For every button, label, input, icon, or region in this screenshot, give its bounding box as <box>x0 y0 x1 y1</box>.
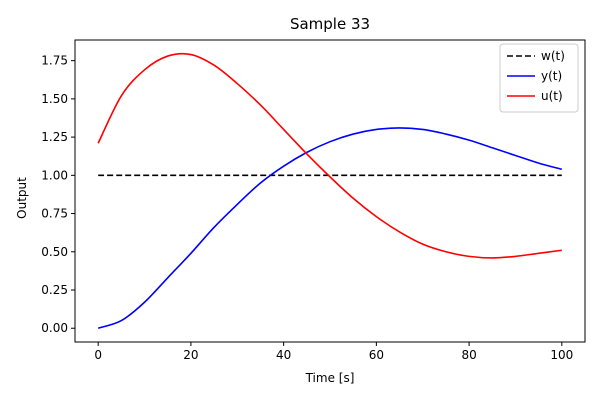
axes-frame <box>74 39 586 343</box>
y-tick-label: 0.00 <box>41 321 68 335</box>
x-axis-label: Time [s] <box>305 371 355 385</box>
y-tick-label: 0.50 <box>41 245 68 259</box>
legend-label-yt: y(t) <box>541 69 562 83</box>
y-tick-label: 1.00 <box>41 168 68 182</box>
x-tick-label: 80 <box>461 348 476 362</box>
legend-label-ut: u(t) <box>541 89 563 103</box>
x-tick-label: 0 <box>94 348 102 362</box>
legend-box <box>499 43 579 113</box>
plot-area <box>97 52 563 330</box>
x-tick-label: 20 <box>183 348 198 362</box>
x-tick-label: 40 <box>276 348 291 362</box>
y-tick-label: 1.25 <box>41 130 68 144</box>
series-line-yt <box>97 127 563 330</box>
series-line-ut <box>97 52 562 259</box>
y-tick-label: 1.50 <box>41 92 68 106</box>
y-tick-label: 1.75 <box>41 54 68 68</box>
axes: 0 20 40 60 80 100 0.00 0.25 0.50 0.75 1.00 1.25 1.50… <box>41 39 586 362</box>
chart-title: Sample 33 <box>290 15 370 33</box>
y-axis-label: Output <box>15 177 29 219</box>
x-tick-label: 100 <box>550 348 573 362</box>
y-tick-label: 0.75 <box>41 207 68 221</box>
x-tick-label: 60 <box>369 348 384 362</box>
legend-label-wt: w(t) <box>541 49 565 63</box>
y-tick-label: 0.25 <box>41 283 68 297</box>
legend: w(t) y(t) u(t) <box>499 43 579 113</box>
